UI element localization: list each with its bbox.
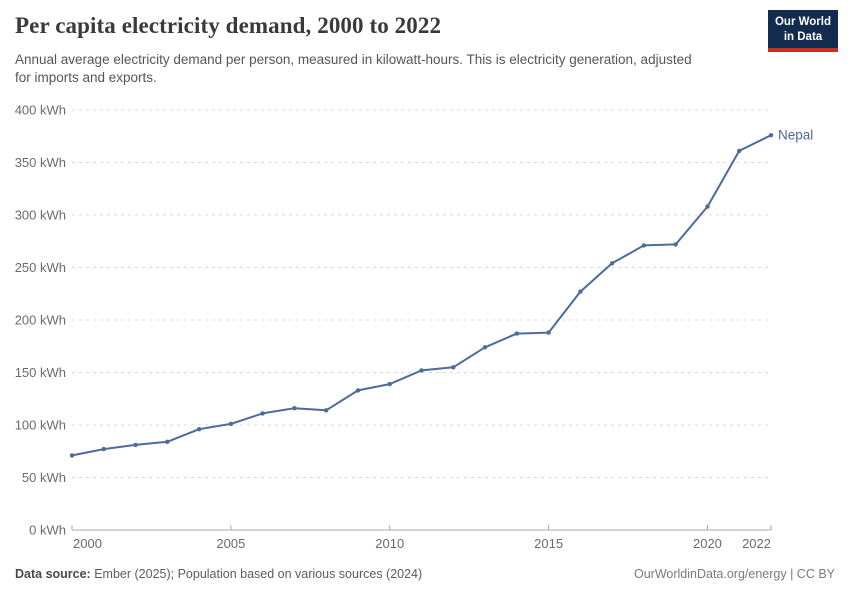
series-label: Nepal xyxy=(778,128,813,143)
data-point xyxy=(609,261,615,266)
y-axis-tick-label: 150 kWh xyxy=(15,365,66,380)
data-point xyxy=(641,243,647,248)
x-axis-tick-label: 2020 xyxy=(693,536,722,551)
x-axis-tick-label: 2022 xyxy=(742,536,771,551)
page-title: Per capita electricity demand, 2000 to 2… xyxy=(15,13,442,38)
data-point xyxy=(419,368,424,373)
data-point xyxy=(578,289,583,294)
y-axis-tick-label: 0 kWh xyxy=(29,523,66,538)
data-point xyxy=(514,331,519,336)
data-point xyxy=(673,242,678,247)
data-line xyxy=(71,134,772,457)
owid-logo-box: Our World in Data xyxy=(768,10,838,49)
owid-logo-line1: Our World xyxy=(774,16,831,28)
y-axis-tick-label: 350 kWh xyxy=(15,155,66,170)
owid-logo: Our World in Data xyxy=(768,10,838,53)
x-axis-tick-label: 2010 xyxy=(375,536,404,551)
data-point xyxy=(260,411,265,416)
y-axis-tick-label: 50 kWh xyxy=(22,470,66,485)
owid-logo-line2: in Data xyxy=(783,30,823,43)
x-axis-tick-label: 2000 xyxy=(73,536,102,551)
credit-line: OurWorldinData.org/energy | CC BY xyxy=(633,567,835,581)
data-point xyxy=(228,421,234,427)
data-point xyxy=(737,148,742,154)
x-axis-tick-label: 2005 xyxy=(216,536,245,551)
data-source-text: Ember (2025); Population based on variou… xyxy=(90,567,423,581)
data-point xyxy=(451,365,456,370)
chart-footer: Data source: Ember (2025); Population ba… xyxy=(15,567,835,581)
data-point xyxy=(196,427,202,432)
data-point xyxy=(768,133,774,138)
data-point xyxy=(292,406,297,411)
data-source-label: Data source: xyxy=(15,567,91,581)
owid-logo-red-bar xyxy=(768,48,838,53)
data-point xyxy=(324,408,329,413)
data-point xyxy=(387,381,392,387)
data-point xyxy=(165,439,170,444)
data-point xyxy=(482,345,488,350)
data-point xyxy=(133,442,138,448)
data-point xyxy=(101,446,107,452)
y-axis-tick-label: 300 kWh xyxy=(15,208,66,223)
data-point xyxy=(355,388,361,393)
chart-subtitle: Annual average electricity demand per pe… xyxy=(15,52,692,85)
x-axis-tick-label: 2015 xyxy=(534,536,563,551)
y-axis-tick-label: 250 kWh xyxy=(15,260,66,275)
data-point xyxy=(705,204,710,209)
data-source: Data source: Ember (2025); Population ba… xyxy=(15,567,422,581)
y-axis-tick-label: 200 kWh xyxy=(15,313,66,328)
data-point xyxy=(546,330,551,335)
y-axis-tick-label: 400 kWh xyxy=(15,103,66,118)
data-point xyxy=(69,453,75,458)
y-axis-tick-label: 100 kWh xyxy=(15,418,66,433)
